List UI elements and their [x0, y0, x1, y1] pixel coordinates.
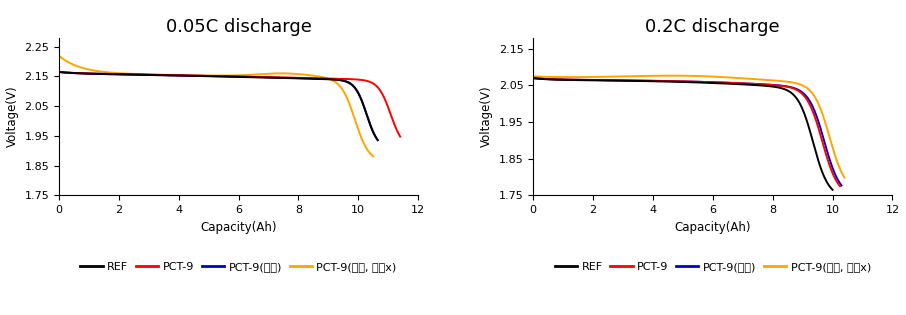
- X-axis label: Capacity(Ah): Capacity(Ah): [675, 220, 751, 234]
- Y-axis label: Voltage(V): Voltage(V): [5, 86, 19, 147]
- Title: 0.05C discharge: 0.05C discharge: [166, 18, 312, 36]
- Title: 0.2C discharge: 0.2C discharge: [645, 18, 780, 36]
- Y-axis label: Voltage(V): Voltage(V): [480, 86, 493, 147]
- Legend: REF, PCT-9, PCT-9(개질), PCT-9(개질, 정제x): REF, PCT-9, PCT-9(개질), PCT-9(개질, 정제x): [550, 258, 875, 277]
- X-axis label: Capacity(Ah): Capacity(Ah): [200, 220, 276, 234]
- Legend: REF, PCT-9, PCT-9(개질), PCT-9(개질, 정제x): REF, PCT-9, PCT-9(개질), PCT-9(개질, 정제x): [76, 258, 401, 277]
